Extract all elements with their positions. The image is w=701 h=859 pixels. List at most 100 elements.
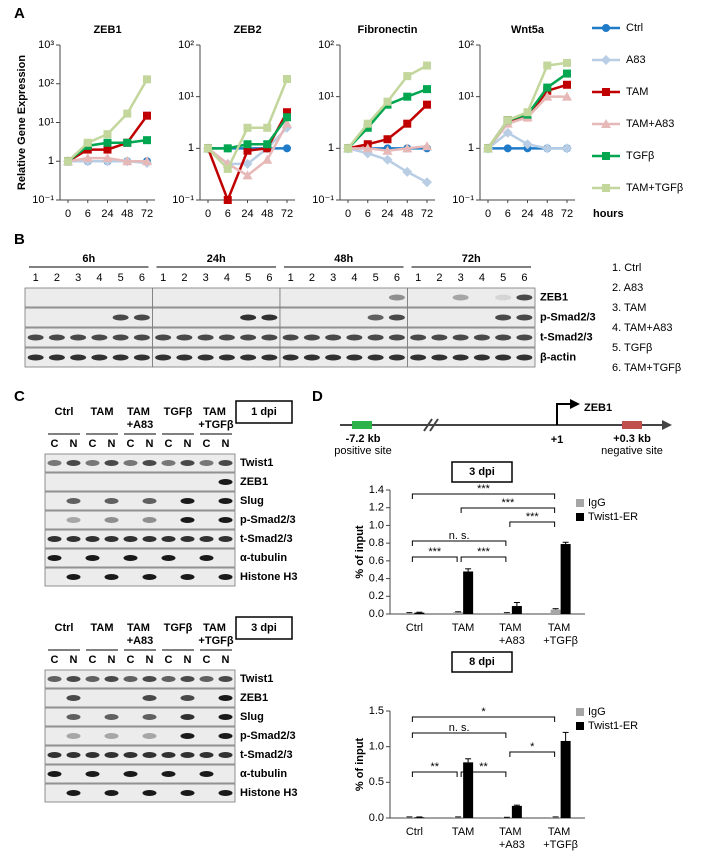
blot-band xyxy=(218,676,233,682)
label-line: +A83 xyxy=(499,635,525,647)
marker xyxy=(542,91,553,101)
blot-band xyxy=(104,460,119,466)
y-tick-label: 10¹ xyxy=(38,116,54,128)
y-tick-label: 10² xyxy=(318,39,334,51)
y-tick-label: 1 xyxy=(468,142,474,154)
gene-label: ZEB1 xyxy=(584,402,612,414)
y-tick-label: 10³ xyxy=(38,39,54,51)
marker xyxy=(484,144,492,153)
marker xyxy=(242,158,253,169)
blot-band xyxy=(452,294,469,301)
panel-label: C xyxy=(14,388,25,405)
bar xyxy=(453,817,464,818)
y-tick-label: 10² xyxy=(38,78,54,90)
label-line: +TGFβ xyxy=(198,635,233,647)
blot-strip xyxy=(152,287,281,308)
blot-band xyxy=(91,354,108,361)
chart-title: 3 dpi xyxy=(469,466,495,478)
group-label: TAM +A83 xyxy=(127,622,154,647)
bar xyxy=(550,817,561,818)
marker xyxy=(263,144,272,153)
blot-band xyxy=(388,334,405,341)
blot-band xyxy=(325,334,342,341)
blot-band xyxy=(367,314,384,321)
blot-strip xyxy=(44,453,236,473)
blot-band xyxy=(473,334,490,341)
blot-band xyxy=(199,536,214,542)
blot-band xyxy=(180,676,195,682)
marker xyxy=(563,69,571,78)
blot-band xyxy=(104,752,119,758)
time-label: 24h xyxy=(207,253,226,265)
fraction-label: N xyxy=(184,654,192,666)
label-line: +A83 xyxy=(499,839,525,851)
label-line: TAM xyxy=(203,622,229,634)
marker xyxy=(283,113,291,122)
row-label: Slug xyxy=(240,711,264,723)
blot-band xyxy=(325,354,342,361)
blot-band xyxy=(180,733,195,739)
legend-label: A83 xyxy=(626,54,646,66)
fraction-label: N xyxy=(222,438,230,450)
y-tick-label: 1.5 xyxy=(369,705,384,717)
blot-band xyxy=(104,498,119,504)
significance-label: ** xyxy=(479,761,488,773)
blot-band xyxy=(261,354,278,361)
significance-bracket xyxy=(411,493,556,499)
row-label: α-tubulin xyxy=(240,552,287,564)
x-tick-label: 48 xyxy=(121,208,133,220)
key-label: 4. TAM+A83 xyxy=(612,322,672,334)
blot-band xyxy=(104,574,119,580)
row-label: Histone H3 xyxy=(240,787,297,799)
x-tick-label: 48 xyxy=(401,208,413,220)
blot-band xyxy=(218,498,233,504)
blot-band xyxy=(180,536,195,542)
blot-band xyxy=(85,536,100,542)
lane-label: 6 xyxy=(394,272,400,284)
marker xyxy=(543,61,552,70)
blot-band xyxy=(388,314,405,321)
time-label: 6h xyxy=(82,253,95,265)
marker xyxy=(242,170,253,180)
fraction-label: N xyxy=(146,654,154,666)
blot-band xyxy=(218,354,235,361)
significance-label: *** xyxy=(428,546,442,558)
marker xyxy=(563,80,571,89)
y-tick-label: 10² xyxy=(178,39,194,51)
fraction-label: C xyxy=(127,654,135,666)
marker xyxy=(283,74,291,83)
x-tick-label: 24 xyxy=(521,208,533,220)
x-tick-label: 72 xyxy=(281,208,293,220)
marker xyxy=(562,143,572,154)
lane-label: 5 xyxy=(373,272,379,284)
x-tick-label: TAM +A83 xyxy=(499,826,525,851)
y-tick-label: 0.5 xyxy=(369,776,384,788)
blot-band xyxy=(516,354,533,361)
panel-label: B xyxy=(14,231,25,248)
lane-label: 2 xyxy=(436,272,442,284)
lane-label: 5 xyxy=(500,272,506,284)
blot-band xyxy=(66,574,81,580)
significance-label: *** xyxy=(501,497,515,509)
marker xyxy=(363,119,372,128)
y-tick-label: 1 xyxy=(188,142,194,154)
marker xyxy=(123,109,132,118)
blot-band xyxy=(66,695,81,701)
blot-band xyxy=(180,790,195,796)
blot-strip xyxy=(44,529,236,549)
y-axis-label: % of input xyxy=(354,525,366,578)
site-position: -7.2 kb xyxy=(346,433,381,445)
blot-strip xyxy=(24,287,153,308)
row-label: ZEB1 xyxy=(240,692,268,704)
blot-band xyxy=(142,676,157,682)
group-label: TGFβ xyxy=(164,406,193,418)
label-line: TAM xyxy=(203,406,229,418)
title-box xyxy=(451,461,513,483)
blot-strip xyxy=(279,307,408,328)
marker xyxy=(423,61,431,70)
blot-band xyxy=(66,790,81,796)
y-tick-label: 10² xyxy=(458,39,474,51)
marker xyxy=(223,144,232,153)
time-label: 48h xyxy=(334,253,353,265)
blot-band xyxy=(161,460,176,466)
